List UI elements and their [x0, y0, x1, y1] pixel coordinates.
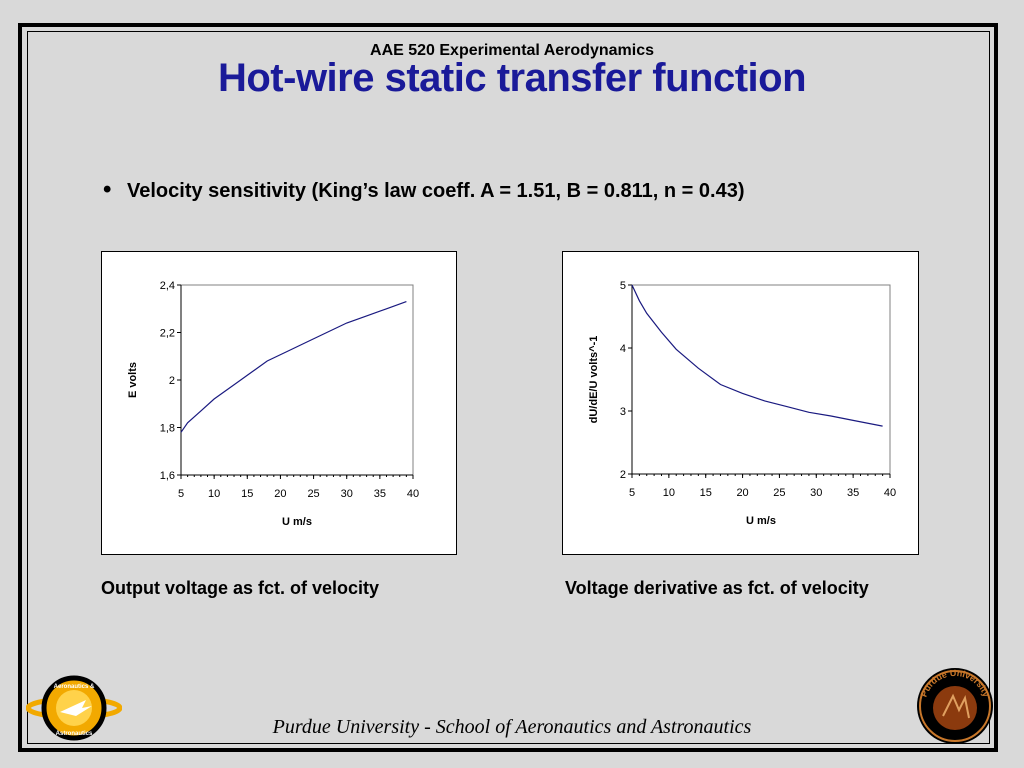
- y-tick-label: 4: [620, 343, 626, 355]
- y-tick-label: 5: [620, 280, 626, 292]
- x-tick-label: 30: [810, 487, 822, 499]
- x-tick-label: 10: [663, 487, 675, 499]
- x-axis-label: U m/s: [282, 516, 312, 528]
- x-tick-label: 25: [307, 488, 319, 500]
- bullet-text: Velocity sensitivity (King’s law coeff. …: [127, 180, 745, 202]
- seal-center-icon: [933, 686, 977, 730]
- caption-left: Output voltage as fct. of velocity: [101, 578, 380, 598]
- y-tick-label: 1,6: [160, 470, 175, 482]
- plot-area-frame: [180, 284, 414, 476]
- chart-voltage: 5 10 15 20 25 30 35 40 1,6 1,8 2 2,2 2,4 U m/s E volts: [127, 280, 419, 528]
- y-tick-label: 2,2: [160, 328, 175, 340]
- aeronautics-logo: Aeronautics & Astronautics: [26, 675, 122, 741]
- x-tick-label: 10: [208, 488, 220, 500]
- series-line: [180, 301, 407, 433]
- slide-outer-frame: [18, 23, 998, 752]
- x-tick-label: 25: [773, 487, 785, 499]
- y-tick-label: 1,8: [160, 423, 175, 435]
- x-tick-label: 5: [629, 487, 635, 499]
- bullet-point: • Velocity sensitivity (King’s law coeff.…: [103, 176, 745, 204]
- x-axis-label: U m/s: [746, 515, 776, 527]
- y-axis-label: E volts: [127, 362, 139, 398]
- x-tick-label: 15: [241, 488, 253, 500]
- y-tick-label: 2: [169, 375, 175, 387]
- seal-griffin-icon: [942, 693, 970, 719]
- aircraft-icon: [60, 700, 92, 716]
- caption-right: Voltage derivative as fct. of velocity: [565, 578, 869, 598]
- chart-voltage-panel: 5 10 15 20 25 30 35 40 1,6 1,8 2 2,2 2,4 U m/s E volts: [101, 251, 457, 555]
- x-tick-label: 30: [341, 488, 353, 500]
- purdue-seal: Purdue University: [917, 668, 993, 744]
- chart-derivative: 5 10 15 20 25 30 35 40 2 3 4 5 U m/s dU/dE/U volts^-1: [588, 280, 896, 527]
- y-tick-label: 3: [620, 406, 626, 418]
- plot-area-frame: [631, 284, 891, 475]
- y-tick-label: 2: [620, 469, 626, 481]
- footer-text: Purdue University - School of Aeronautic…: [272, 716, 752, 738]
- slide-title: Hot-wire static transfer function: [217, 56, 807, 100]
- series-line: [631, 284, 883, 427]
- x-tick-label: 40: [884, 487, 896, 499]
- y-tick-label: 2,4: [160, 280, 175, 292]
- logo-text-bottom: Astronautics: [56, 731, 93, 737]
- x-tick-label: 15: [700, 487, 712, 499]
- x-tick-label: 35: [374, 488, 386, 500]
- x-tick-label: 40: [407, 488, 419, 500]
- course-label: AAE 520 Experimental Aerodynamics: [370, 42, 654, 59]
- logo-text-top: Aeronautics &: [54, 684, 95, 690]
- x-tick-label: 35: [847, 487, 859, 499]
- x-tick-label: 20: [736, 487, 748, 499]
- slide-inner-frame: [27, 31, 990, 744]
- y-axis-label: dU/dE/U volts^-1: [588, 336, 600, 424]
- seal-rim-icon: [919, 670, 991, 742]
- x-tick-label: 5: [178, 488, 184, 500]
- x-tick-label: 20: [274, 488, 286, 500]
- chart-derivative-panel: 5 10 15 20 25 30 35 40 2 3 4 5 U m/s dU/dE/U volts^-1: [562, 251, 919, 555]
- bullet-icon: •: [103, 176, 112, 203]
